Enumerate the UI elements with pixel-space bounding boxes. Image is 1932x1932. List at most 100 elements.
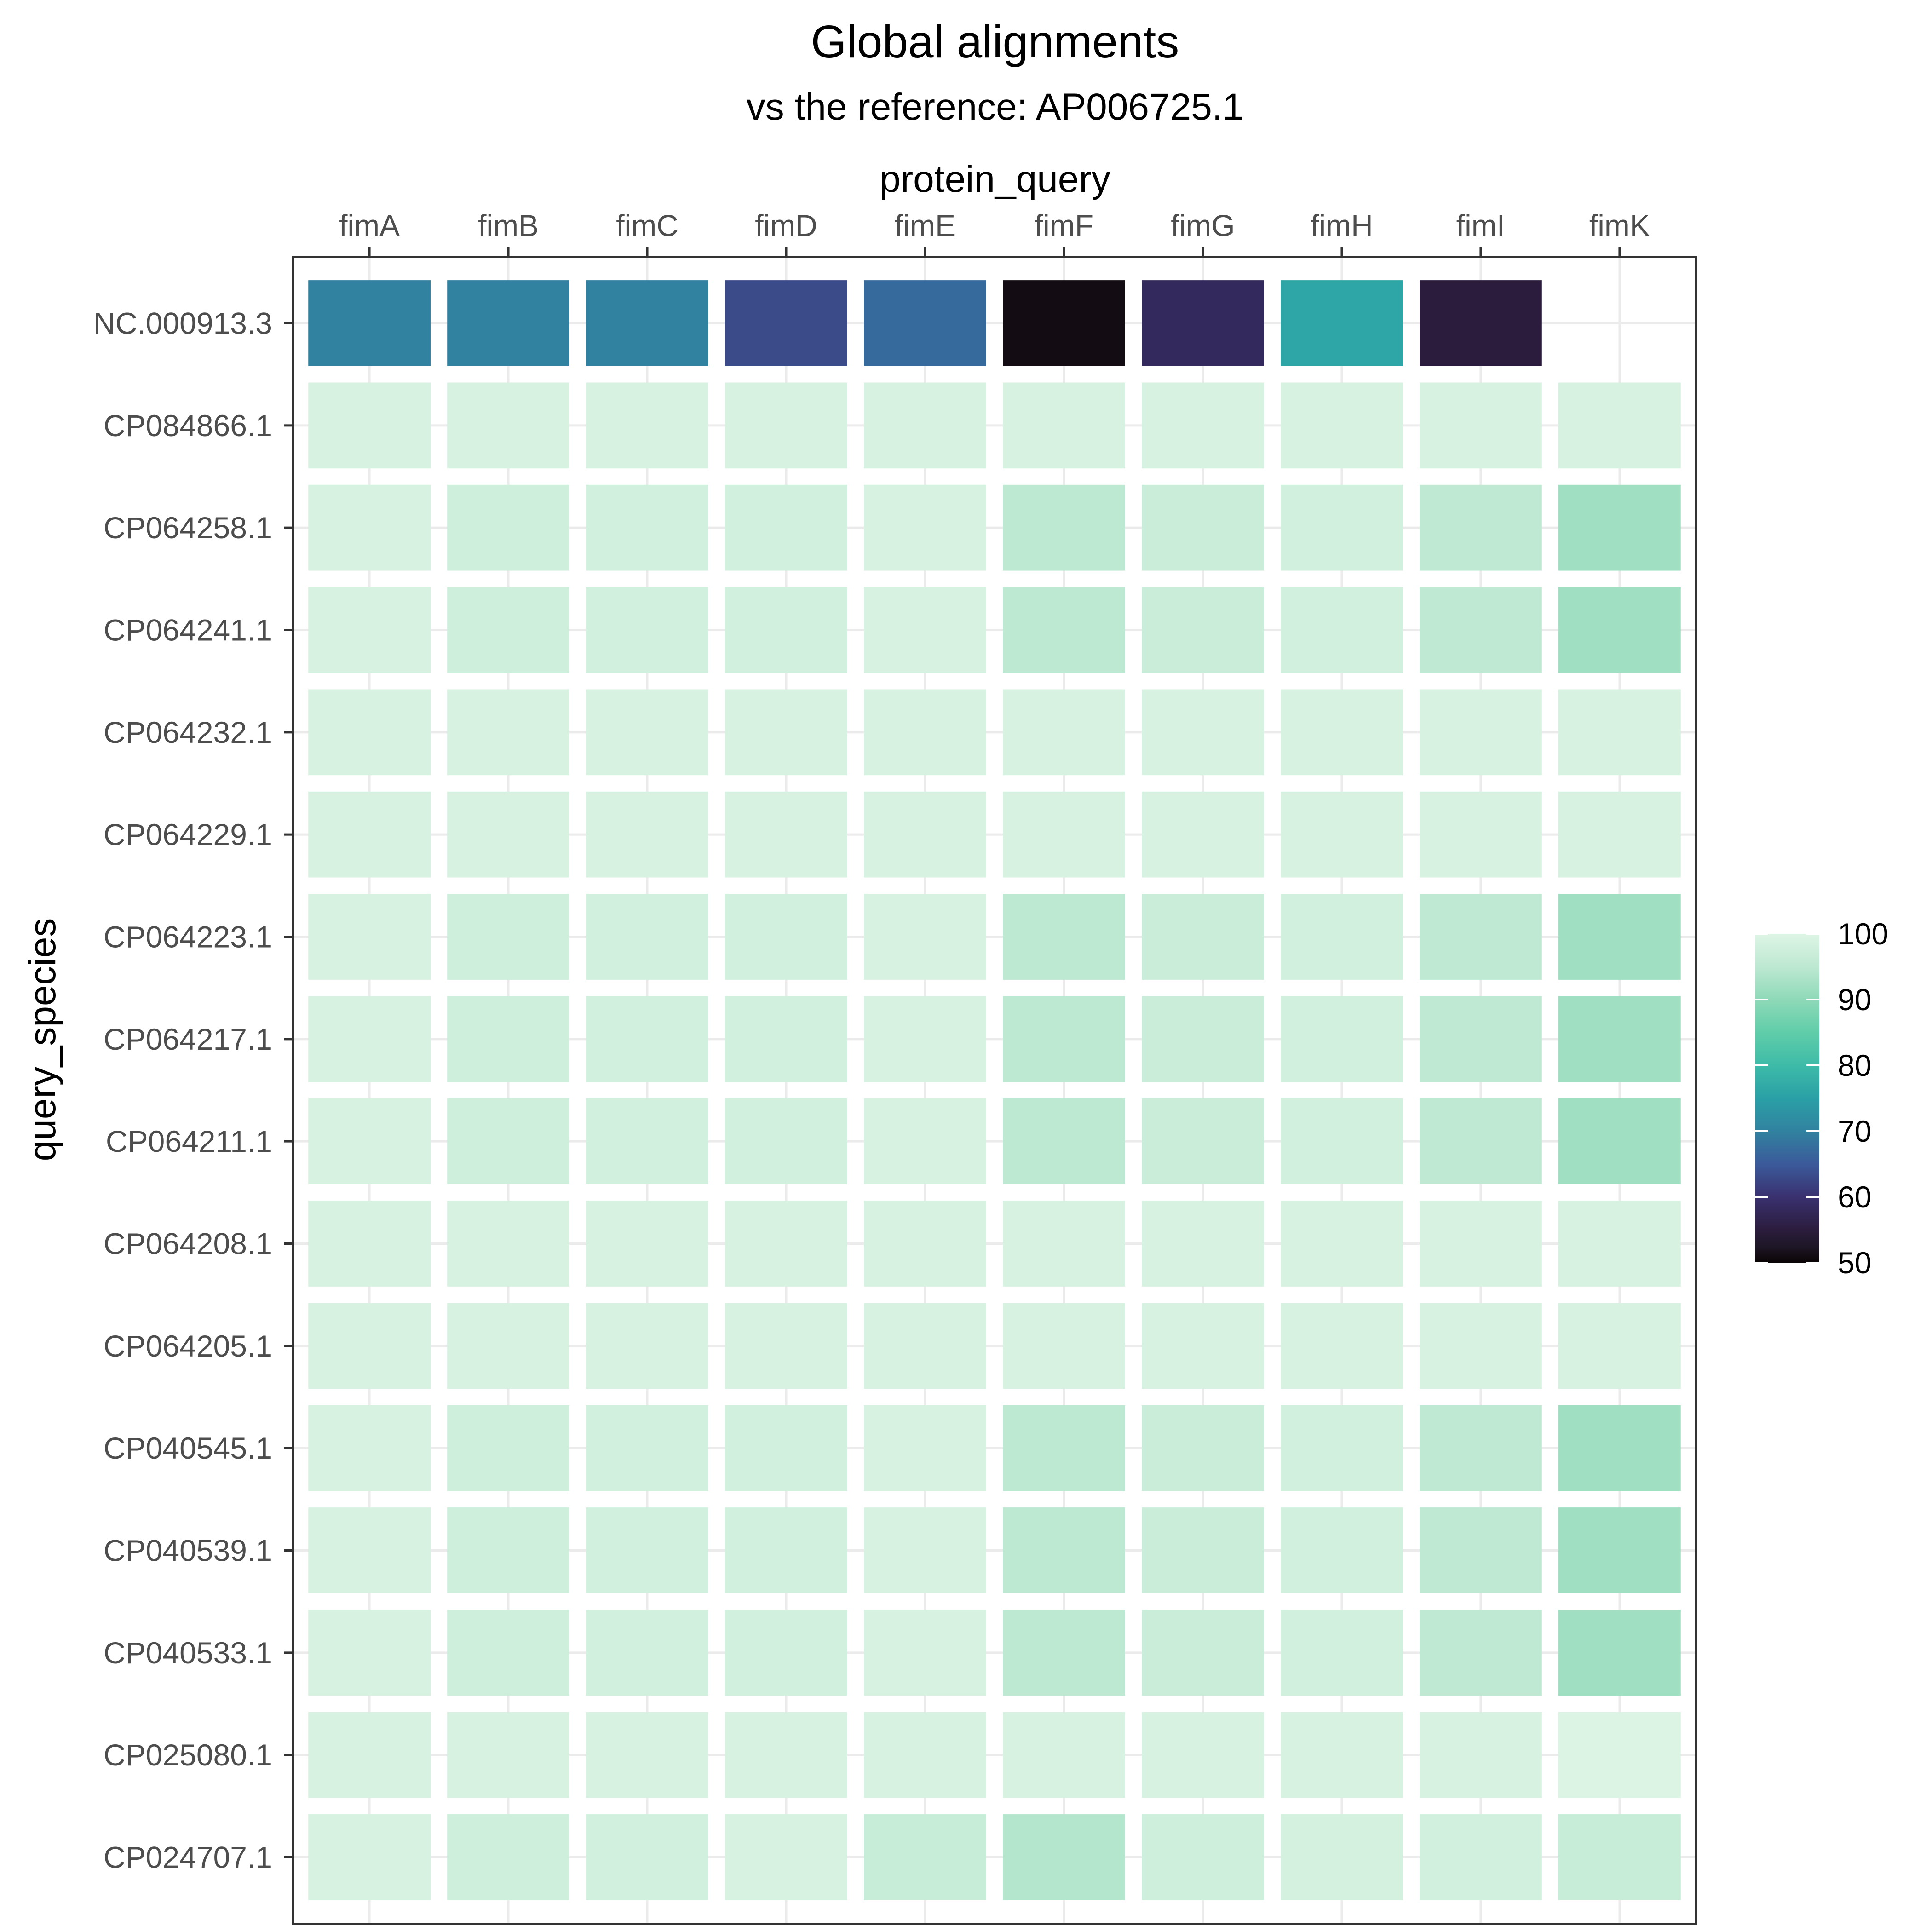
y-tick-label: CP084866.1 <box>104 408 272 443</box>
heatmap-tile <box>864 894 986 980</box>
heatmap-tile <box>308 1405 431 1491</box>
heatmap-tile <box>725 1712 847 1798</box>
heatmap-tile <box>586 1098 708 1184</box>
heatmap-tile <box>1420 484 1542 571</box>
heatmap-tile <box>308 791 431 878</box>
heatmap-tile <box>1281 1712 1403 1798</box>
heatmap-tile <box>1420 996 1542 1082</box>
heatmap-tile <box>1003 894 1125 980</box>
legend-colorbar <box>1755 934 1819 1263</box>
heatmap-tile <box>447 484 569 571</box>
heatmap-tile <box>864 280 986 366</box>
y-tick-label: CP064211.1 <box>106 1124 272 1158</box>
heatmap-tile <box>725 791 847 878</box>
x-tick-label: fimD <box>755 208 817 242</box>
heatmap-tile <box>864 689 986 776</box>
heatmap-tile <box>725 587 847 673</box>
heatmap-tile <box>1558 1507 1681 1593</box>
heatmap-tile <box>308 1814 431 1900</box>
heatmap-tile <box>1420 1098 1542 1184</box>
heatmap-tile <box>1420 1814 1542 1900</box>
heatmap-tile <box>1558 894 1681 980</box>
heatmap-tile <box>1003 791 1125 878</box>
heatmap-tile <box>1003 484 1125 571</box>
heatmap-tile <box>1281 280 1403 366</box>
heatmap-tile <box>864 1814 986 1900</box>
heatmap-tile <box>1142 1405 1264 1491</box>
heatmap-tile <box>447 1507 569 1593</box>
heatmap-tile <box>1142 1712 1264 1798</box>
x-tick-label: fimG <box>1171 208 1235 242</box>
y-tick-label: CP064258.1 <box>104 511 272 545</box>
heatmap-tile <box>586 1814 708 1900</box>
heatmap-tile <box>1281 1507 1403 1593</box>
legend-tick-label: 90 <box>1838 983 1871 1017</box>
x-tick-label: fimA <box>339 208 400 242</box>
x-tick-label: fimF <box>1035 208 1093 242</box>
legend-tick-label: 70 <box>1838 1114 1871 1148</box>
heatmap-tile <box>1281 894 1403 980</box>
heatmap-tile <box>1420 1712 1542 1798</box>
heatmap-tile <box>1142 1098 1264 1184</box>
y-tick-label: CP064205.1 <box>104 1329 272 1363</box>
heatmap-tile <box>447 1610 569 1696</box>
heatmap-tile <box>725 484 847 571</box>
heatmap-tile <box>864 484 986 571</box>
heatmap-tile <box>447 791 569 878</box>
heatmap-tile <box>1142 791 1264 878</box>
heatmap-tile <box>1558 1098 1681 1184</box>
y-tick-label: CP064208.1 <box>104 1226 272 1260</box>
panel-border <box>292 256 1697 1925</box>
x-tick-label: fimK <box>1589 208 1650 242</box>
heatmap-tile <box>864 791 986 878</box>
x-tick-label: fimI <box>1456 208 1505 242</box>
heatmap-tile <box>586 791 708 878</box>
heatmap-tile <box>1558 382 1681 469</box>
heatmap-tile <box>447 689 569 776</box>
heatmap-tile <box>1142 587 1264 673</box>
heatmap-tile <box>1558 1201 1681 1287</box>
chart-title: Global alignments <box>811 16 1179 68</box>
heatmap-tile <box>1003 587 1125 673</box>
heatmap-tiles <box>292 256 1697 1925</box>
heatmap-tile <box>1142 1610 1264 1696</box>
heatmap-tile <box>308 280 431 366</box>
heatmap-tile <box>308 894 431 980</box>
legend-tick-label: 100 <box>1838 917 1888 951</box>
heatmap-tile <box>1003 280 1125 366</box>
y-tick-label: CP064223.1 <box>104 920 272 954</box>
heatmap-tile <box>1003 1712 1125 1798</box>
legend-tick-label: 80 <box>1838 1048 1871 1082</box>
heatmap-tile <box>1003 1507 1125 1593</box>
heatmap-tile <box>864 1712 986 1798</box>
heatmap-tile <box>864 1405 986 1491</box>
heatmap-tile <box>1281 587 1403 673</box>
heatmap-tile <box>1142 1303 1264 1389</box>
heatmap-tile <box>1281 1610 1403 1696</box>
heatmap-tile <box>1420 1405 1542 1491</box>
heatmap-tile <box>1142 894 1264 980</box>
heatmap-tile <box>1142 382 1264 469</box>
heatmap-tile <box>864 1303 986 1389</box>
heatmap-tile <box>864 1610 986 1696</box>
heatmap-tile <box>864 1201 986 1287</box>
heatmap-tile <box>1558 689 1681 776</box>
heatmap-tile <box>1142 996 1264 1082</box>
y-tick-label: CP040533.1 <box>104 1636 272 1670</box>
heatmap-tile <box>1558 587 1681 673</box>
heatmap-tile <box>1142 484 1264 571</box>
heatmap-tile <box>308 1610 431 1696</box>
heatmap-tile <box>1003 1814 1125 1900</box>
heatmap-tile <box>864 996 986 1082</box>
heatmap-tile <box>586 996 708 1082</box>
heatmap-tile <box>725 1098 847 1184</box>
heatmap-tile <box>1003 1405 1125 1491</box>
heatmap-tile <box>308 1098 431 1184</box>
heatmap-tile <box>864 382 986 469</box>
heatmap-tile <box>1003 1201 1125 1287</box>
y-tick-label: CP064232.1 <box>104 715 272 749</box>
heatmap-tile <box>1558 1303 1681 1389</box>
heatmap-tile <box>447 996 569 1082</box>
heatmap-tile <box>1420 1610 1542 1696</box>
y-axis-title: query_species <box>22 918 63 1162</box>
